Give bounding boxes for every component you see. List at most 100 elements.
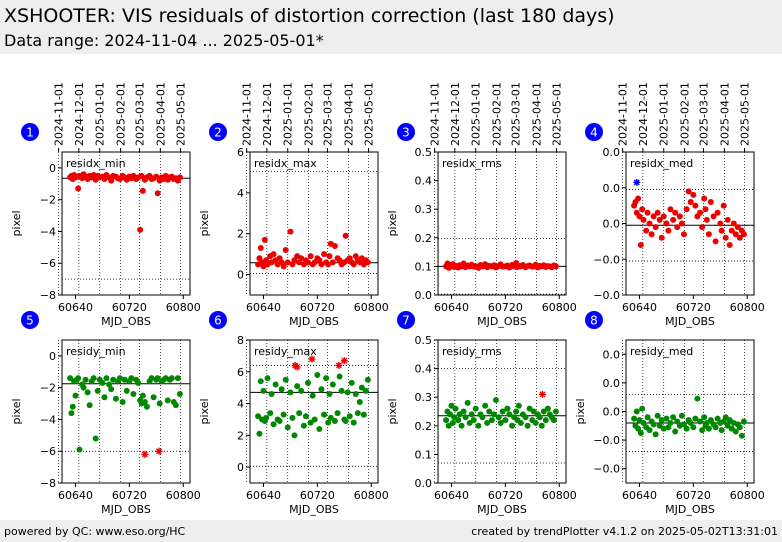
plot-frame: [437, 151, 567, 296]
y-tick-label: −4: [40, 413, 56, 426]
data-point: [356, 398, 363, 405]
data-point: [307, 253, 314, 260]
y-tick-label: 0.0: [603, 218, 621, 231]
data-point: [72, 392, 79, 399]
data-point: [291, 432, 298, 439]
panel-label: residy_rms: [442, 345, 502, 358]
panel-number-badge: [209, 311, 227, 329]
data-point: [304, 379, 311, 386]
date-tick-label: 2025-03-01: [697, 82, 710, 146]
date-tick-label: 2024-12-01: [637, 82, 650, 146]
data-point: [449, 419, 456, 426]
data-point: [552, 263, 559, 270]
data-point: [99, 379, 106, 386]
footer-band: [0, 520, 782, 542]
data-point: [702, 206, 709, 213]
plot-frame: [625, 339, 755, 484]
data-point: [143, 403, 150, 410]
data-point: [270, 421, 277, 428]
data-point: [490, 411, 497, 418]
data-point: [101, 394, 108, 401]
data-point: [697, 418, 704, 425]
date-tick-label: 2024-11-01: [429, 82, 442, 146]
data-point: [670, 216, 677, 223]
data-point: [707, 417, 714, 424]
data-point: [176, 174, 183, 181]
data-point: [499, 408, 506, 415]
panel-5: −8 −6 −4 −2 0 60640 60720 60800 residy_min MJD_OB…: [10, 311, 201, 516]
x-axis-label: MJD_OBS: [101, 503, 151, 516]
y-axis-label: pixel: [574, 398, 587, 424]
x-tick-label: 60720: [300, 489, 335, 502]
x-tick-label: 60640: [58, 301, 93, 314]
panel-number: 3: [402, 126, 410, 140]
data-point: [148, 375, 155, 382]
data-point: [334, 410, 341, 417]
data-point: [298, 255, 305, 262]
data-point: [323, 375, 330, 382]
panel-label: residx_max: [254, 157, 317, 170]
panel-label: residy_max: [254, 345, 317, 358]
data-point: [687, 419, 694, 426]
data-point: [138, 172, 145, 179]
x-tick-label: 60800: [730, 301, 765, 314]
panel-1: −8 −6 −4 −2 0 60640 60720 60800 residx_min MJD_OB…: [10, 82, 201, 328]
data-point: [282, 376, 289, 383]
data-point: [658, 234, 665, 241]
outlier-star-stroke: [539, 391, 546, 398]
data-point: [635, 425, 642, 432]
data-point: [455, 417, 462, 424]
data-point: [443, 417, 450, 424]
page-title: XSHOOTER: VIS residuals of distortion co…: [4, 5, 615, 27]
data-point: [536, 414, 543, 421]
data-point: [726, 241, 733, 248]
data-point: [670, 414, 677, 421]
data-point: [261, 236, 268, 243]
data-point: [86, 402, 93, 409]
plot-frame: [249, 151, 379, 296]
data-point: [150, 394, 157, 401]
y-tick-label: 0.0: [415, 477, 433, 490]
data-point: [154, 375, 161, 382]
y-tick-label: −4: [40, 225, 56, 238]
data-point: [509, 422, 516, 429]
data-point: [730, 220, 737, 227]
x-tick-label: 60720: [112, 489, 147, 502]
outlier-star-stroke: [341, 357, 348, 364]
panel-8: −0.0 −0.0 0.0 0.0 0.0 60640 60720 60800 residy_m…: [574, 311, 765, 516]
outlier-star-stroke: [141, 451, 148, 458]
data-point: [350, 261, 357, 268]
y-axis-label: pixel: [386, 398, 399, 424]
data-point: [644, 209, 651, 216]
data-point: [522, 414, 529, 421]
data-point: [464, 399, 471, 406]
data-point: [121, 376, 128, 383]
data-point: [112, 395, 119, 402]
panel-number: 7: [402, 314, 410, 328]
y-tick-label: −0.0: [593, 463, 620, 476]
data-point: [701, 414, 708, 421]
panel-number: 1: [26, 126, 34, 140]
data-point: [364, 376, 371, 383]
data-point: [720, 202, 727, 209]
x-tick-label: 60640: [246, 301, 281, 314]
date-tick-label: 2025-03-01: [133, 82, 146, 146]
y-tick-label: 0.2: [415, 420, 433, 433]
data-point: [692, 202, 699, 209]
data-point: [680, 231, 687, 238]
plot-frame: [61, 339, 191, 484]
x-tick-label: 60720: [488, 301, 523, 314]
panel-number-badge: [397, 311, 415, 329]
plot-frame: [249, 339, 379, 484]
date-tick-label: 2025-02-01: [115, 82, 128, 146]
date-tick-label: 2024-11-01: [53, 82, 66, 146]
data-point: [69, 403, 76, 410]
y-tick-label: −0.0: [593, 253, 620, 266]
data-point: [139, 187, 146, 194]
data-point: [718, 227, 725, 234]
panel-number-badge: [397, 123, 415, 141]
y-tick-label: 0.1: [415, 260, 433, 273]
date-tick-label: 2025-04-01: [530, 82, 543, 146]
y-tick-label: 0.4: [415, 175, 433, 188]
